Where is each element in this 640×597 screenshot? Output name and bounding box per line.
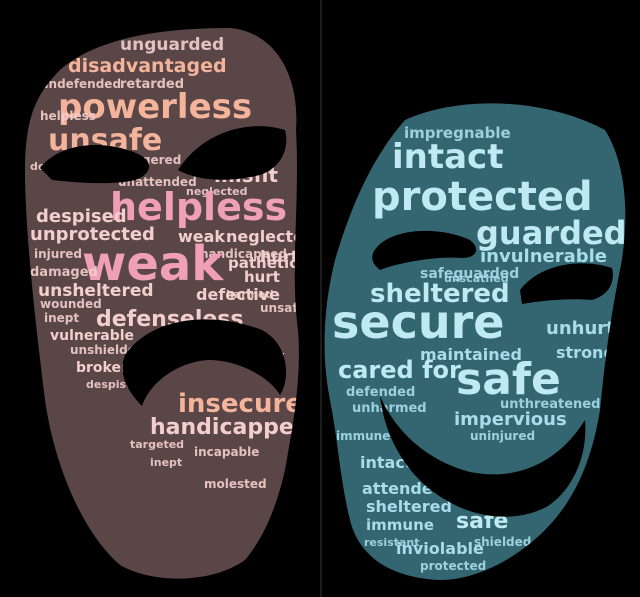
sad-word: unshielded [70,343,144,357]
sad-word: inept [150,456,182,469]
sad-word: hurt [260,247,299,266]
divider [320,0,322,597]
sad-word: powerless [58,87,252,127]
sad-word: helpless [40,109,96,123]
happy-word: unhurt [546,318,615,339]
sad-word: weak [178,227,225,246]
happy-word: shielded [474,535,531,549]
sad-word: hurt [244,268,280,286]
sad-word: undefended [40,77,121,91]
happy-word: inviolable [396,539,484,558]
sad-word: helpless [110,185,287,229]
sad-word: damaged [30,265,98,280]
sad-word: pathetic [228,254,298,272]
sad-word: neglected [226,227,315,246]
happy-word: strong [556,343,615,362]
sad-word: neglected [186,185,248,198]
happy-word: secure [332,295,504,349]
happy-word: unscathed [444,272,509,285]
happy-word: safe [456,354,561,405]
sad-word: disadvantaged [68,55,227,77]
comedy-right-eye [520,263,613,304]
happy-word: uninjured [470,429,535,443]
tragedy-left-eye [40,145,150,184]
sad-word: wounded [40,297,102,311]
tragedy-mask: unguarded disadvantaged undefended retar… [25,28,315,579]
happy-word: protected [420,559,486,573]
happy-word: intact [392,137,503,177]
sad-word: weak [82,236,224,292]
sad-word: handicapped [150,415,310,440]
sad-word: injured [34,247,82,261]
sad-word: retarded [120,77,184,92]
happy-word: safeguarded [420,266,519,282]
sad-word: unsafe [260,301,306,315]
happy-word: attended [362,479,444,498]
happy-word: immune [366,516,434,534]
comedy-word-cloud: impregnable intact protected guarded inv… [332,124,627,573]
sad-word: defective [196,285,280,304]
comedy-mask: impregnable intact protected guarded inv… [324,103,627,580]
happy-word: sheltered [366,497,452,516]
sad-word: vulnerable [50,328,134,344]
sad-word: molested [204,477,267,491]
happy-word: maintained [420,345,522,364]
sad-word: unsheltered [38,281,154,301]
sad-word: inept [44,311,79,325]
happy-word: guarded [476,214,627,252]
happy-word: defended [346,385,415,400]
sad-word: unprotected [30,224,155,245]
sad-word: insecure [178,389,303,419]
sad-word: targeted [130,438,184,451]
happy-word: resistant [364,536,420,549]
comedy-left-eye [372,230,477,270]
comedy-mouth [380,396,586,517]
happy-word: cared for [338,356,461,384]
sad-word: broken [76,360,131,376]
happy-word: impregnable [404,124,511,142]
tragedy-right-eye [178,126,287,180]
happy-word: invulnerable [480,246,607,267]
happy-word: impervious [454,409,567,430]
happy-word: unthreatened [500,397,600,412]
happy-word: unharmed [352,401,427,416]
happy-word: immune [336,429,390,443]
happy-word: sheltered [370,279,510,309]
sad-word: handicapped [200,247,287,261]
happy-word: protected [372,174,593,220]
tragedy-mouth [122,319,287,406]
sad-word: harmed [226,288,273,301]
sad-word: unguarded [120,35,224,55]
sad-word: incapable [194,445,259,459]
sad-word: despised [36,206,127,227]
happy-word: intact [360,453,413,472]
